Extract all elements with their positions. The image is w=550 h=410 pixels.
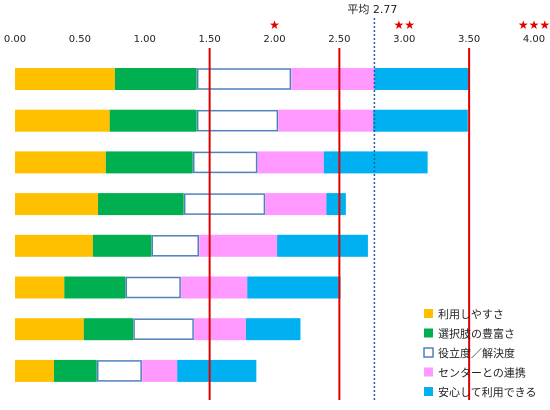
bar-segment-4 [181, 276, 248, 299]
bar-segment-3 [196, 68, 292, 90]
bar-segment-3 [133, 318, 194, 340]
bar-segment-3 [151, 235, 199, 257]
bar-segment-1 [15, 318, 84, 341]
bar-segment-3 [96, 360, 142, 382]
bar-segment-5 [247, 276, 341, 299]
bar-segment-3 [125, 276, 181, 299]
x-tick-label: 4.00 [523, 34, 545, 45]
bar-segment-5 [326, 193, 346, 216]
bar-segment-3 [193, 151, 258, 174]
x-tick-label: 1.00 [134, 34, 156, 45]
bar-segment-4 [194, 318, 246, 341]
legend-label: センターとの連携 [438, 366, 526, 380]
legend-label: 安心して利用できる [438, 385, 536, 399]
x-tick-label: 3.00 [393, 34, 415, 45]
bar-segment-2 [105, 151, 193, 174]
rating-star-mark: ★★★ [518, 18, 550, 32]
bar-segment-5 [323, 151, 428, 174]
bar-segment-5 [373, 109, 468, 132]
rating-star-mark: ★★ [393, 18, 415, 32]
bar-segment-2 [53, 359, 97, 382]
bar-segment-1 [15, 68, 115, 90]
average-label: 平均 2.77 [347, 3, 397, 16]
bar-segment-2 [92, 234, 152, 257]
bar-segment-2 [83, 318, 134, 341]
bar-segment-5 [277, 234, 368, 257]
bar-segment-3 [196, 109, 279, 132]
bar-segment-1 [15, 276, 65, 299]
legend-swatch [424, 367, 433, 377]
bar-segment-4 [199, 234, 278, 257]
bar-segment-4 [265, 193, 327, 216]
legend-swatch [424, 309, 433, 318]
rating-star-mark: ★ [269, 18, 280, 32]
bar-segment-2 [114, 68, 197, 90]
x-tick-label: 0.50 [69, 34, 91, 45]
x-tick-label: 2.50 [328, 34, 350, 45]
bar-segment-1 [15, 234, 93, 257]
legend-swatch [423, 347, 434, 358]
bar-segment-1 [15, 193, 99, 216]
x-tick-label: 3.50 [458, 34, 480, 45]
x-tick-label: 2.00 [263, 34, 285, 45]
bar-segment-2 [109, 109, 197, 132]
legend-label: 利用しやすさ [438, 308, 504, 321]
x-tick-label: 0.00 [4, 34, 26, 45]
legend-label: 役立度／解決度 [438, 346, 515, 360]
bar-segment-2 [64, 276, 126, 299]
bar-segment-1 [15, 109, 110, 132]
bar-segment-3 [183, 193, 266, 215]
bar-segment-2 [98, 193, 184, 216]
bar-segment-4 [257, 151, 324, 174]
bar-segment-1 [15, 151, 106, 174]
legend-swatch [424, 328, 433, 338]
bar-segment-5 [245, 318, 301, 341]
bar-segment-5 [374, 68, 470, 90]
bar-segment-4 [278, 109, 374, 132]
bar-segment-4 [291, 68, 375, 90]
bar-segment-5 [177, 359, 257, 382]
bar-segment-1 [15, 359, 54, 382]
x-tick-label: 1.50 [198, 34, 220, 45]
legend-label: 選択肢の豊富さ [438, 327, 515, 341]
bar-segment-4 [142, 359, 178, 382]
legend-swatch [424, 387, 433, 396]
